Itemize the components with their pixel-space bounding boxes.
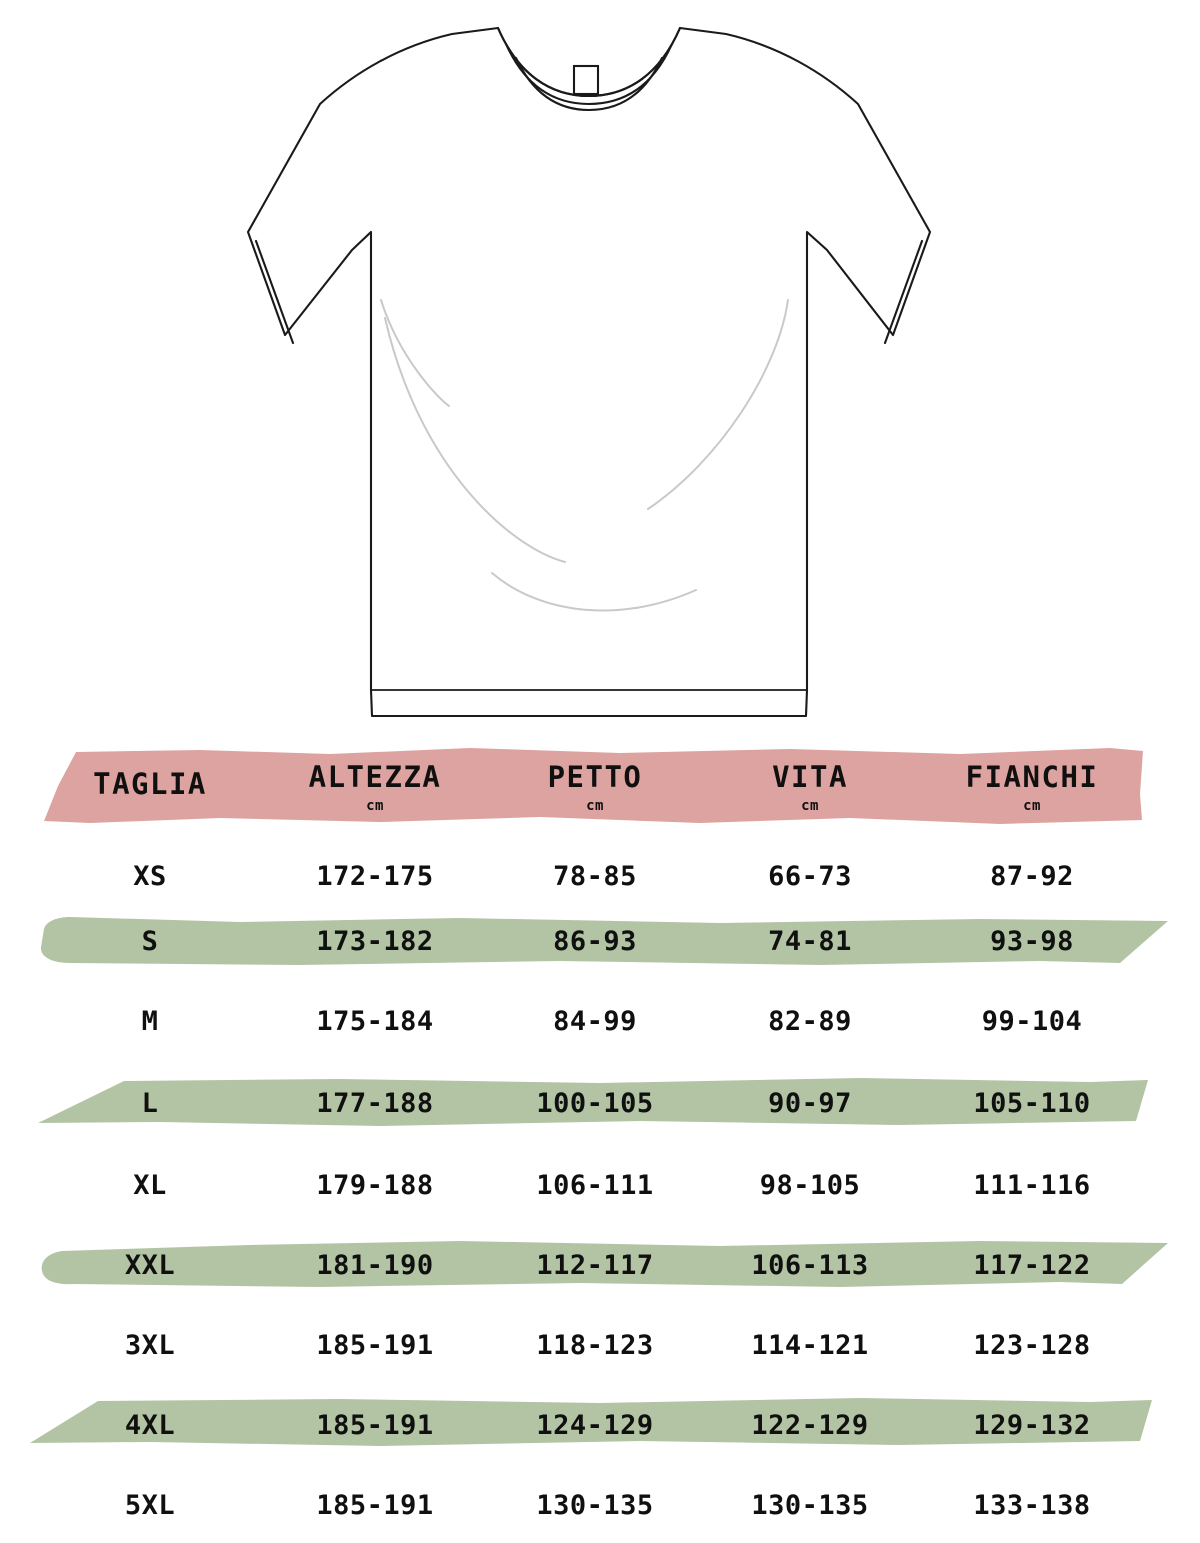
table-header-row: TAGLIA ALTEZZA cm PETTO cm VITA cm FIANC… [0,742,1200,834]
table-row: XXL 181-190 112-117 106-113 117-122 [0,1227,1200,1303]
cell-altezza: 181-190 [316,1249,434,1281]
column-header-petto: PETTO cm [485,742,705,834]
table-row: M 175-184 84-99 82-89 99-104 [0,983,1200,1059]
cell-fianchi: 117-122 [973,1249,1091,1281]
cell-petto: 86-93 [553,925,637,957]
green-brush-stroke [30,1398,1152,1446]
cell-petto: 112-117 [536,1249,654,1281]
column-header-altezza-label: ALTEZZA [308,760,442,794]
column-header-fianchi-unit: cm [1023,798,1041,814]
column-header-fianchi: FIANCHI cm [922,742,1142,834]
cell-size: 5XL [124,1489,176,1521]
neck-label-tag [572,64,600,96]
shirt-body-group [246,26,932,718]
t-shirt-illustration [0,0,1200,735]
row-highlight-band [0,1065,1200,1141]
left-sleeve-cuff [254,239,295,345]
cell-petto: 106-111 [536,1169,654,1201]
cell-fianchi: 93-98 [990,925,1074,957]
cell-fianchi: 129-132 [973,1409,1091,1441]
row-highlight-band [0,1387,1200,1463]
green-brush-stroke [40,917,1169,965]
drape-fold-lines [380,299,789,612]
cell-vita: 122-129 [751,1409,869,1441]
collar-group [496,26,682,112]
cell-size: XL [133,1169,167,1201]
left-armhole-seam [351,231,372,251]
cell-size: 3XL [124,1329,176,1361]
cell-vita: 90-97 [768,1087,852,1119]
cell-size: XS [133,860,167,892]
table-row: L 177-188 100-105 90-97 105-110 [0,1065,1200,1141]
column-header-taglia: TAGLIA [40,742,260,834]
column-header-petto-label: PETTO [547,760,643,794]
cell-size: S [141,925,159,957]
row-highlight-band [0,903,1200,979]
cell-altezza: 185-191 [316,1489,434,1521]
cell-size: XXL [124,1249,176,1281]
cell-vita: 106-113 [751,1249,869,1281]
column-header-vita-label: VITA [772,760,848,794]
cell-petto: 78-85 [553,860,637,892]
table-row: 3XL 185-191 118-123 114-121 123-128 [0,1307,1200,1383]
table-row: 4XL 185-191 124-129 122-129 129-132 [0,1387,1200,1463]
green-brush-stroke [41,1241,1168,1287]
collar-rib-band [514,56,664,112]
cell-vita: 74-81 [768,925,852,957]
sleeve-cuffs [254,239,924,345]
cell-size: L [141,1087,159,1119]
cell-fianchi: 111-116 [973,1169,1091,1201]
cell-vita: 114-121 [751,1329,869,1361]
cell-altezza: 185-191 [316,1329,434,1361]
armhole-seams [351,231,828,251]
cell-altezza: 179-188 [316,1169,434,1201]
shirt-outline [246,26,932,718]
drape-line-lower-arc [491,572,697,612]
drape-line-upper-left [380,299,450,407]
cell-fianchi: 133-138 [973,1489,1091,1521]
cell-vita: 98-105 [759,1169,861,1201]
cell-fianchi: 123-128 [973,1329,1091,1361]
cell-size: 4XL [124,1409,176,1441]
column-header-vita: VITA cm [700,742,920,834]
cell-petto: 130-135 [536,1489,654,1521]
cell-size: M [141,1005,159,1037]
table-row: XS 172-175 78-85 66-73 87-92 [0,838,1200,914]
header-highlight-band [0,742,1200,834]
cell-altezza: 177-188 [316,1087,434,1119]
right-armhole-seam [806,231,828,251]
cell-petto: 84-99 [553,1005,637,1037]
pink-brush-stroke [44,748,1143,824]
column-header-altezza-unit: cm [366,798,384,814]
column-header-altezza: ALTEZZA cm [265,742,485,834]
cell-vita: 82-89 [768,1005,852,1037]
column-header-vita-unit: cm [801,798,819,814]
column-header-petto-unit: cm [586,798,604,814]
cell-vita: 130-135 [751,1489,869,1521]
cell-altezza: 175-184 [316,1005,434,1037]
green-brush-stroke [38,1078,1148,1126]
cell-vita: 66-73 [768,860,852,892]
cell-petto: 100-105 [536,1087,654,1119]
cell-petto: 118-123 [536,1329,654,1361]
column-header-taglia-label: TAGLIA [93,767,207,801]
column-header-fianchi-label: FIANCHI [965,760,1099,794]
drape-line-upper-right [647,299,789,510]
table-row: S 173-182 86-93 74-81 93-98 [0,903,1200,979]
table-row: 5XL 185-191 130-135 130-135 133-138 [0,1467,1200,1543]
drape-line-long-left [384,317,566,563]
cell-altezza: 172-175 [316,860,434,892]
right-sleeve-cuff [883,239,924,345]
cell-fianchi: 87-92 [990,860,1074,892]
cell-altezza: 173-182 [316,925,434,957]
table-row: XL 179-188 106-111 98-105 111-116 [0,1147,1200,1223]
cell-altezza: 185-191 [316,1409,434,1441]
cell-petto: 124-129 [536,1409,654,1441]
cell-fianchi: 99-104 [981,1005,1083,1037]
size-chart-table: TAGLIA ALTEZZA cm PETTO cm VITA cm FIANC… [0,735,1200,1531]
cell-fianchi: 105-110 [973,1087,1091,1119]
row-highlight-band [0,1227,1200,1303]
